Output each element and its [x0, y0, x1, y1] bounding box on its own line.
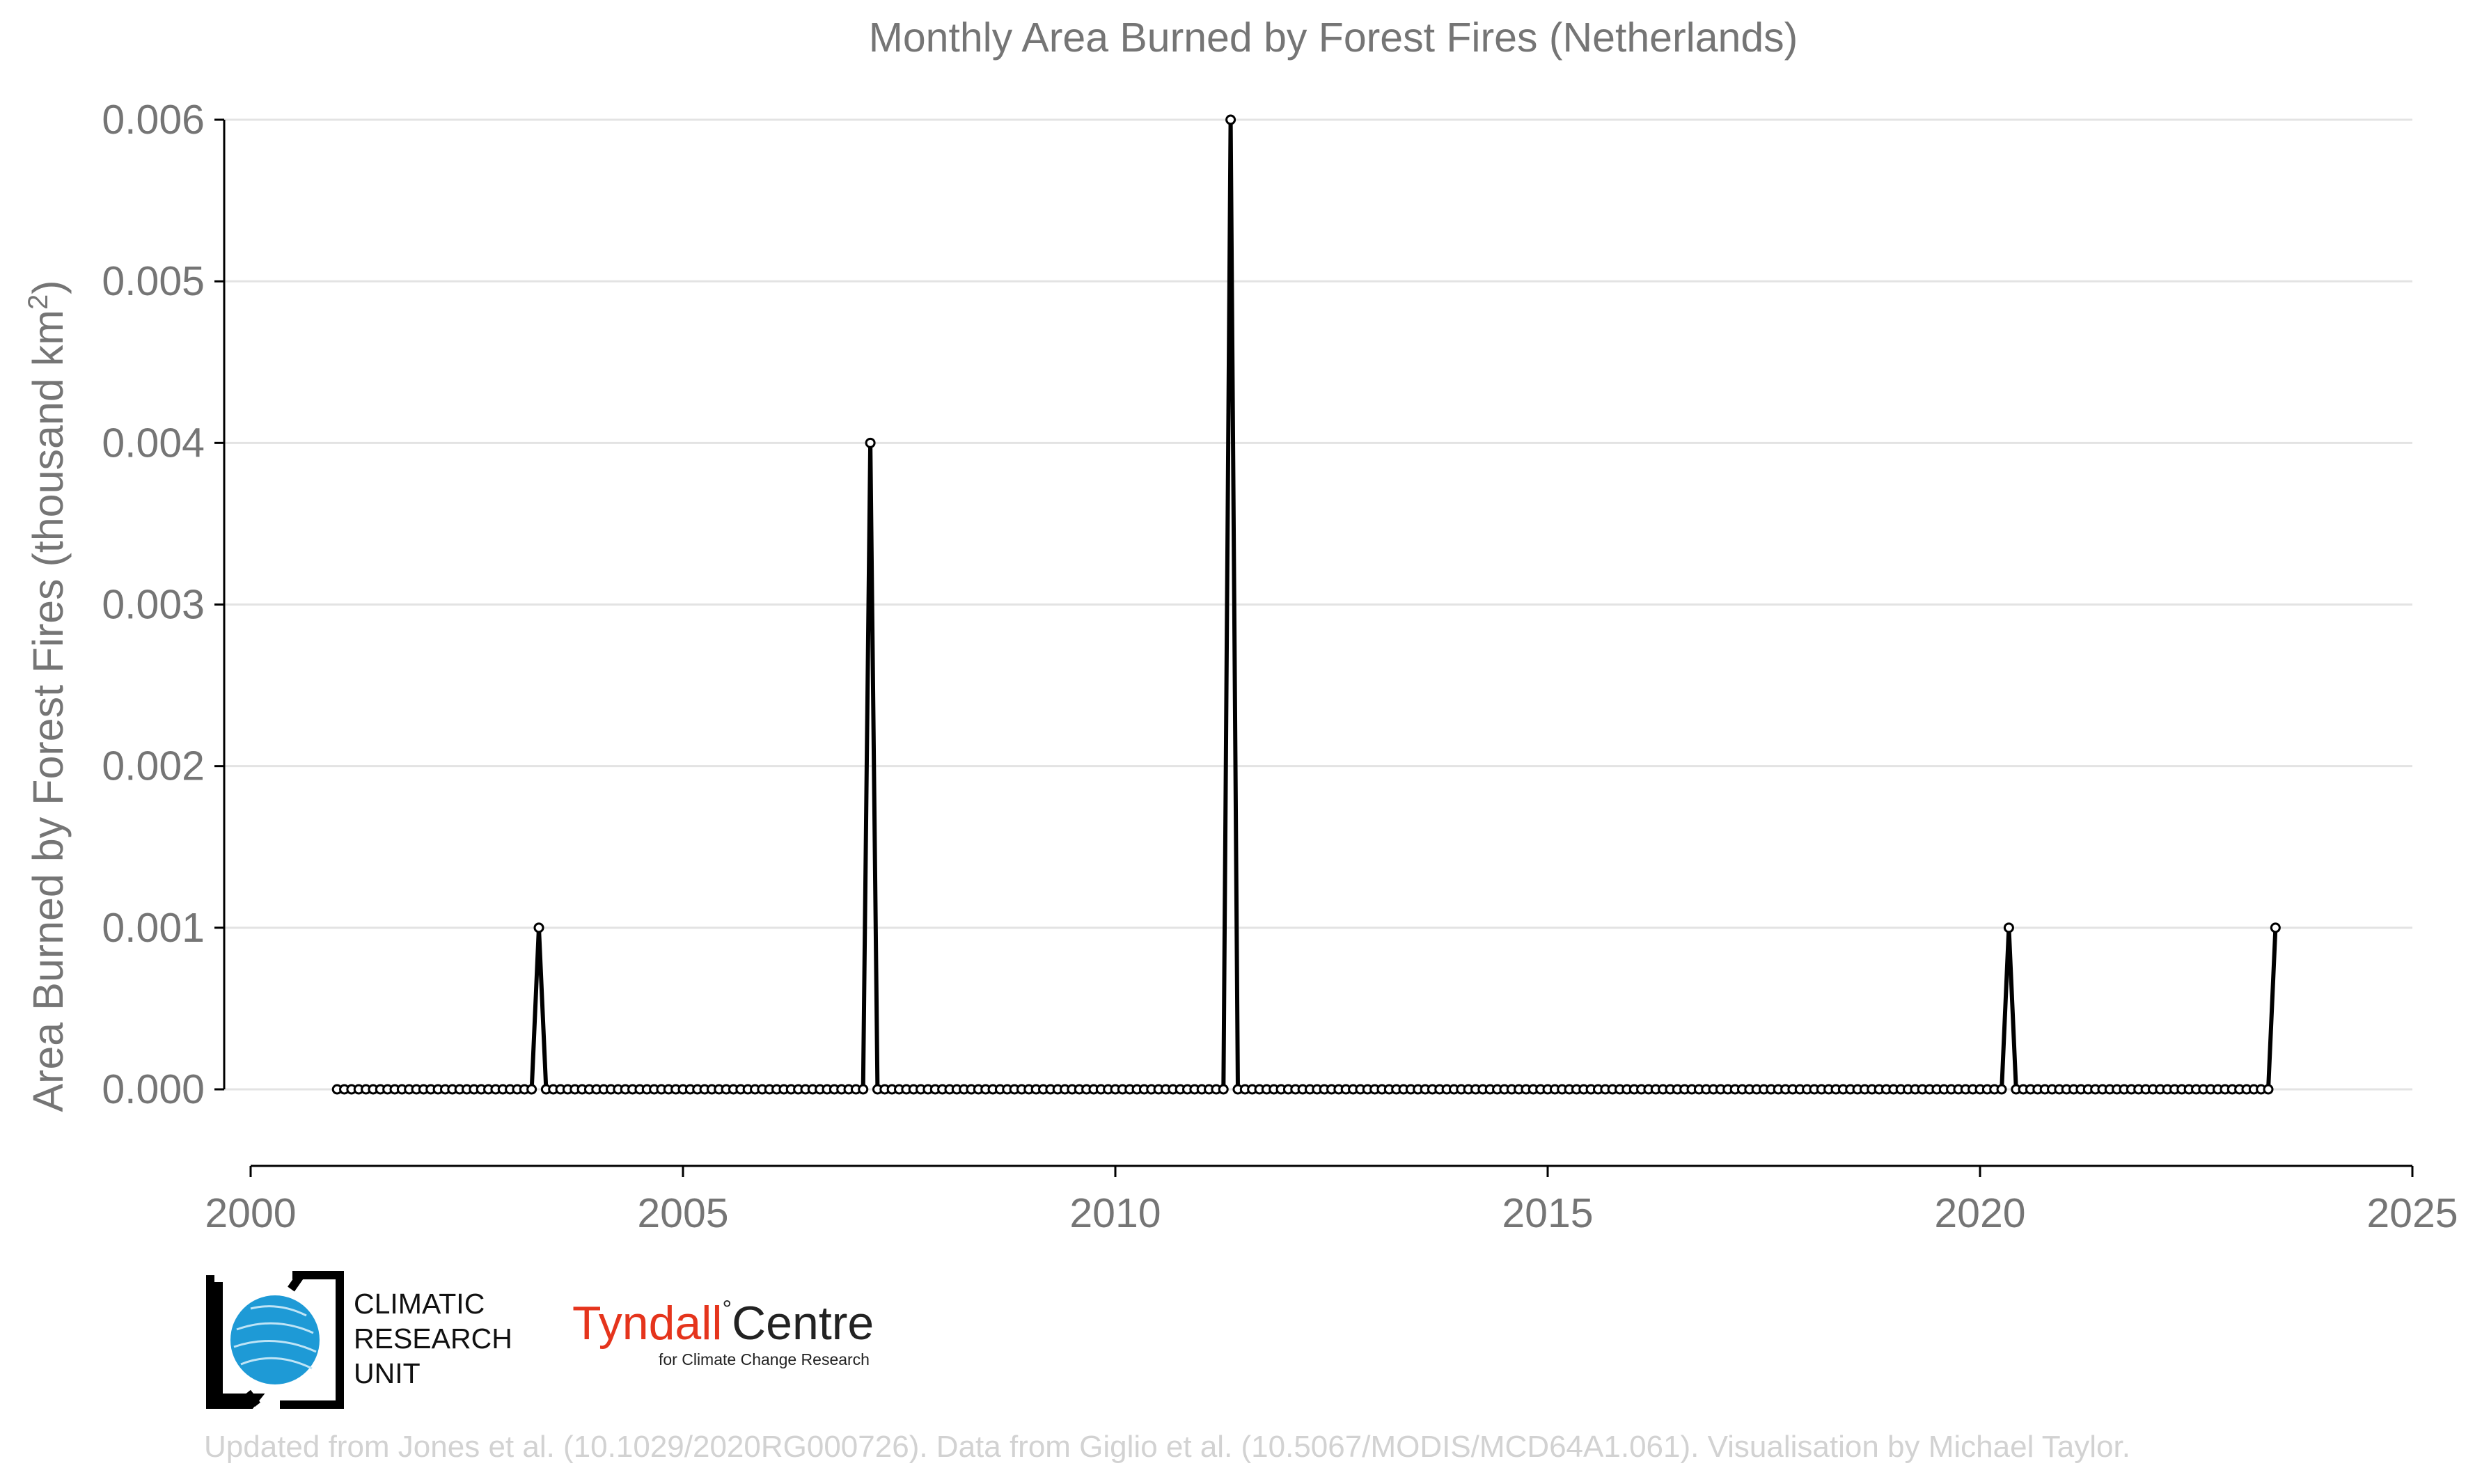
y-tick-label: 0.004 [102, 420, 205, 466]
data-point [2270, 922, 2281, 933]
y-tick-label: 0.005 [102, 258, 205, 304]
data-point [1218, 1084, 1229, 1095]
tyndall-logo-subtitle: for Climate Change Research [659, 1350, 870, 1368]
cru-logo-text: CLIMATIC RESEARCH UNIT [354, 1286, 512, 1391]
cru-logo [202, 1267, 348, 1413]
x-tick-label: 2000 [205, 1190, 296, 1236]
data-point [865, 437, 876, 448]
data-point [2263, 1084, 2274, 1095]
y-axis-label-superscript: 2 [23, 294, 54, 310]
data-point [1225, 114, 1236, 125]
tyndall-logo-centre: Centre [732, 1297, 874, 1350]
y-axis-label: Area Burned by Forest Fires (thousand km… [23, 280, 72, 1112]
y-tick-label: 0.003 [102, 582, 205, 628]
y-tick-label: 0.001 [102, 905, 205, 951]
x-tick-label: 2005 [637, 1190, 728, 1236]
y-tick-label: 0.000 [102, 1066, 205, 1112]
data-point [2003, 922, 2014, 933]
x-axis: 2000 2005 2010 2015 2020 2025 [205, 1165, 2458, 1236]
cru-line-1: CLIMATIC [354, 1288, 485, 1320]
x-tick-label: 2025 [2366, 1190, 2458, 1236]
data-point [1996, 1084, 2007, 1095]
cru-line-2: RESEARCH [354, 1323, 512, 1355]
y-axis-label-main: Area Burned by Forest Fires (thousand km [24, 310, 72, 1112]
y-tick-label: 0.006 [102, 97, 205, 143]
x-tick-label: 2010 [1069, 1190, 1161, 1236]
data-point [858, 1084, 869, 1095]
chart-title: Monthly Area Burned by Forest Fires (Net… [869, 15, 1798, 61]
y-tick-label: 0.002 [102, 743, 205, 789]
y-axis: 0.000 0.001 0.002 0.003 0.004 0.005 0.006 [102, 97, 226, 1112]
cru-line-3: UNIT [354, 1357, 421, 1389]
y-axis-label-tail: ) [24, 280, 72, 294]
data-point [533, 922, 544, 933]
footer-credit: Updated from Jones et al. (10.1029/2020R… [204, 1430, 2130, 1464]
series [331, 114, 2281, 1095]
gridlines [224, 118, 2412, 1091]
x-tick-label: 2015 [1502, 1190, 1593, 1236]
tyndall-logo: Tyndall°Centre [572, 1296, 874, 1350]
x-tick-label: 2020 [1934, 1190, 2025, 1236]
tyndall-logo-word: Tyndall [572, 1297, 723, 1350]
tyndall-logo-degree: ° [722, 1296, 732, 1323]
data-point [526, 1084, 537, 1095]
cru-globe-icon [206, 1271, 344, 1409]
